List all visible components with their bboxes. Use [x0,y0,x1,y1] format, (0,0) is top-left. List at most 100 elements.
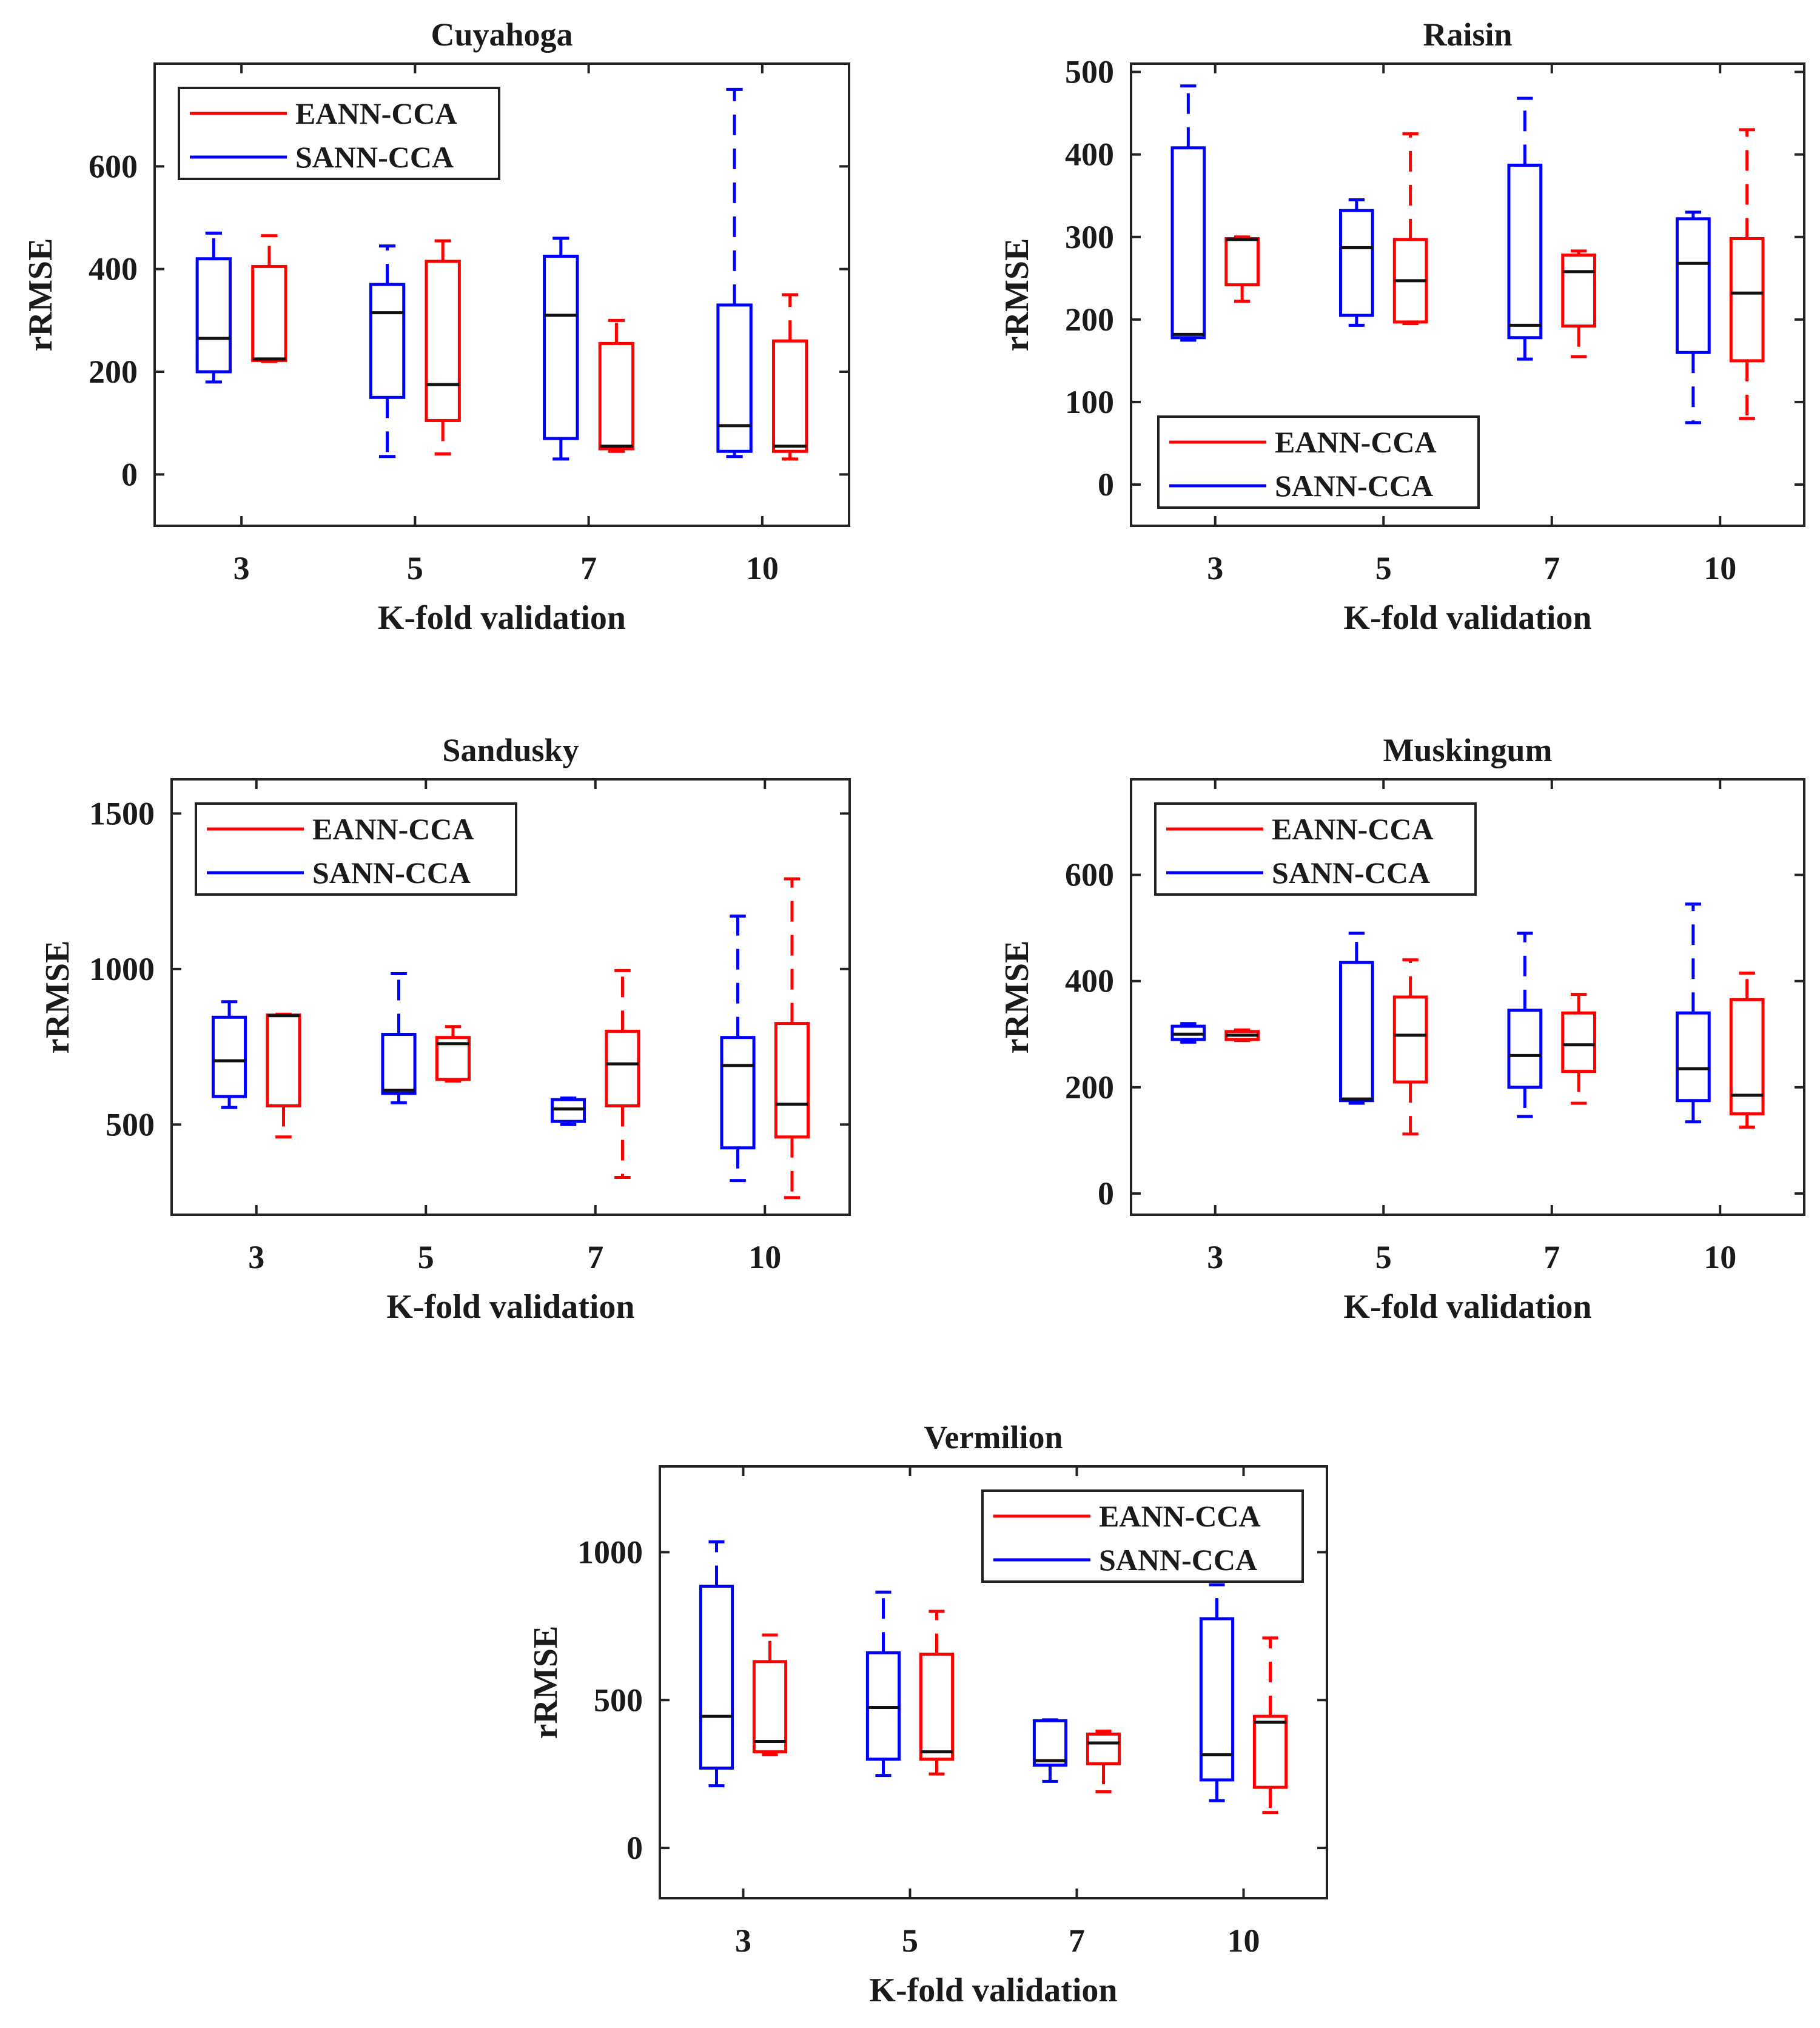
box-iqr [1675,217,1711,354]
y-tick-label: 400 [1065,963,1114,999]
chart-panel-raisin: Raisin 0 100 200 300 400 500 3 5 7 10 K-fold valida… [998,16,1805,637]
box-eann-cca-k5 [425,239,461,455]
legend-label-sann-cca: SANN-CCA [295,140,454,174]
box-eann-cca-k3 [1224,235,1260,303]
box-iqr [369,283,406,399]
y-tick-label: 0 [626,1830,643,1866]
box-sann-cca-k5 [369,244,406,458]
legend-label-eann-cca: EANN-CCA [1099,1499,1261,1533]
box-iqr [381,1033,417,1095]
y-axis-label: rRMSE [39,941,76,1054]
chart-title: Raisin [1423,16,1512,53]
x-tick-label: 3 [233,550,250,586]
box-sann-cca-k10 [1199,1583,1235,1802]
box-sann-cca-k7 [1507,932,1543,1118]
box-iqr [1729,998,1765,1116]
y-tick-label: 1000 [89,951,155,987]
y-tick-label: 0 [1098,1175,1114,1212]
box-eann-cca-k5 [919,1610,955,1776]
box-iqr [752,1660,788,1754]
y-tick-label: 500 [106,1106,155,1143]
legend-frame [981,1489,1304,1583]
box-iqr [211,1015,247,1098]
box-eann-cca-k10 [1729,972,1765,1129]
y-tick-label: 200 [1065,301,1114,338]
x-axis-label: K-fold validation [386,1288,634,1326]
box-iqr [1338,209,1374,317]
legend-frame [1157,415,1480,509]
box-sann-cca-k3 [211,1000,247,1109]
box-sann-cca-k5 [381,972,417,1104]
legend-frame [1154,802,1477,896]
legend-label-eann-cca: EANN-CCA [295,96,457,130]
x-tick-label: 5 [1375,1239,1392,1275]
box-sann-cca-k10 [1675,210,1711,425]
box-sann-cca-k3 [1170,84,1206,342]
x-tick-label: 10 [748,1239,781,1275]
box-eann-cca-k5 [1392,958,1428,1136]
box-iqr [1338,961,1374,1103]
box-eann-cca-k7 [1561,993,1597,1105]
legend-frame [195,802,517,896]
box-iqr [1507,163,1543,340]
box-sann-cca-k5 [1338,198,1374,327]
box-iqr [1086,1732,1121,1765]
y-tick-label: 400 [89,251,138,287]
x-tick-label: 7 [580,550,597,586]
box-iqr [1507,1009,1543,1089]
box-eann-cca-k10 [1729,128,1765,420]
y-axis-label: rRMSE [527,1626,565,1739]
box-eann-cca-k5 [1392,132,1428,326]
box-eann-cca-k5 [435,1025,471,1083]
y-tick-label: 0 [121,456,138,492]
box-eann-cca-k3 [752,1633,788,1756]
x-tick-label: 10 [1704,1239,1736,1275]
box-eann-cca-k10 [1252,1636,1288,1815]
x-axis-label: K-fold validation [1343,599,1591,637]
x-tick-label: 3 [735,1922,751,1959]
chart-panel-sandusky: Sandusky 500 1000 1500 3 5 7 10 K-fold validatio… [39,732,851,1326]
box-iqr [605,1029,640,1108]
y-tick-label: 200 [89,354,138,390]
y-tick-label: 1500 [89,795,155,831]
box-eann-cca-k7 [605,969,640,1179]
box-eann-cca-k10 [774,877,810,1200]
box-iqr [425,260,461,422]
box-iqr [550,1098,586,1123]
x-tick-label: 3 [248,1239,264,1275]
box-sann-cca-k5 [865,1590,901,1778]
box-iqr [1729,237,1765,363]
x-tick-label: 10 [746,550,779,586]
box-eann-cca-k3 [1224,1028,1260,1043]
box-eann-cca-k7 [1086,1729,1121,1793]
box-sann-cca-k7 [543,237,579,461]
legend: EANN-CCA SANN-CCA [195,802,517,896]
box-sann-cca-k7 [550,1096,586,1126]
chart-panel-cuyahoga: Cuyahoga 0 200 400 600 3 5 7 10 K-fold validation… [22,16,850,637]
y-tick-label: 600 [89,148,138,184]
box-iqr [1675,1011,1711,1103]
y-tick-label: 300 [1065,219,1114,255]
box-iqr [435,1036,471,1081]
box-iqr [716,303,753,453]
box-iqr [598,341,635,451]
y-tick-label: 600 [1065,857,1114,893]
box-iqr [195,257,232,374]
box-iqr [774,1022,810,1139]
chart-title: Muskingum [1383,732,1552,768]
box-eann-cca-k7 [1561,249,1597,358]
x-axis-label: K-fold validation [869,1972,1117,2009]
y-tick-label: 500 [1065,54,1114,90]
x-tick-label: 7 [1543,1239,1560,1275]
y-tick-label: 0 [1098,466,1114,503]
legend-frame [178,87,500,180]
chart-title: Cuyahoga [431,16,573,53]
x-tick-label: 7 [1543,550,1560,586]
y-tick-label: 200 [1065,1069,1114,1106]
legend-label-sann-cca: SANN-CCA [312,856,471,890]
box-sann-cca-k10 [720,915,756,1183]
box-sann-cca-k7 [1032,1718,1068,1783]
box-iqr [1032,1719,1068,1767]
legend: EANN-CCA SANN-CCA [1157,415,1480,509]
